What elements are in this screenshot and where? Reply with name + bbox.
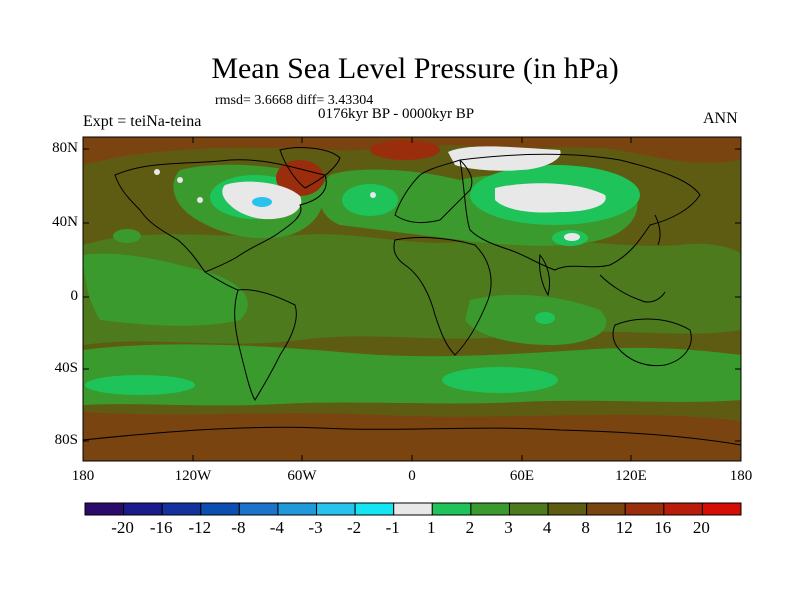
- colorbar-label: -2: [347, 518, 362, 537]
- colorbar-box: [84, 502, 125, 516]
- lat-label-80s: 80S: [54, 432, 78, 448]
- lon-label-0: 0: [408, 468, 416, 484]
- lon-ticks: [82, 137, 742, 461]
- lon-label-120w: 120W: [174, 468, 212, 484]
- lat-label-40s: 40S: [54, 360, 78, 376]
- asia-coast: [459, 153, 701, 271]
- colorbar-label: -3: [308, 518, 323, 537]
- siberia-white: [495, 183, 606, 213]
- colorbar-box: [393, 502, 433, 516]
- colorbar-label: -16: [149, 518, 173, 537]
- colorbar: [84, 502, 742, 516]
- ice-spot-2: [177, 177, 183, 183]
- ice-spot-3: [197, 197, 203, 203]
- greenland-red: [276, 160, 324, 196]
- season-label: ANN: [703, 110, 738, 127]
- sh-atlantic-bright: [442, 367, 558, 393]
- greenland-coast: [279, 147, 341, 189]
- colorbar-label: -1: [385, 518, 400, 537]
- india-coast: [539, 253, 551, 297]
- north-atlantic-bright: [342, 184, 398, 216]
- arctic-red: [370, 140, 440, 160]
- colorbar-box: [701, 502, 742, 516]
- sh-pacific-bright: [85, 375, 195, 395]
- south-america-coast: [234, 289, 297, 401]
- central-pacific-green: [83, 253, 248, 326]
- stats-label: rmsd= 3.6668 diff= 3.43304: [215, 93, 374, 108]
- indian-bright-spot: [535, 312, 555, 324]
- colorbar-label: 8: [581, 518, 590, 537]
- lon-label-180w: 180: [71, 468, 95, 484]
- fennoscandia-white: [448, 146, 561, 171]
- colorbar-label: 1: [427, 518, 436, 537]
- antarctica-coast: [82, 426, 742, 446]
- japan-coast: [654, 214, 661, 246]
- colorbar-label: 4: [542, 518, 552, 537]
- lon-label-60w: 60W: [287, 468, 317, 484]
- lon-label-180e: 180: [729, 468, 753, 484]
- colorbar-label: 3: [504, 518, 513, 537]
- lat-label-40n: 40N: [52, 214, 78, 230]
- lat-label-0: 0: [70, 288, 79, 304]
- colorbar-box: [508, 502, 549, 516]
- colorbar-box: [663, 502, 703, 516]
- colorbar-label: -20: [111, 518, 134, 537]
- africa-coast: [393, 237, 492, 356]
- lat-ticks: [83, 148, 741, 442]
- coastlines: [82, 147, 742, 446]
- colorbar-box: [624, 502, 665, 516]
- colorbar-label: 20: [692, 518, 710, 537]
- colorbar-label: -4: [269, 518, 284, 537]
- lon-label-120e: 120E: [615, 468, 647, 484]
- lon-label-60e: 60E: [509, 468, 535, 484]
- colorbar-box: [586, 502, 626, 516]
- central-america-coast: [204, 271, 239, 291]
- arctic-brown: [83, 137, 741, 165]
- hudson-cyan: [252, 197, 272, 207]
- australia-coast: [612, 318, 692, 367]
- colorbar-label: -12: [188, 518, 212, 537]
- colorbar-box: [200, 502, 240, 516]
- colorbar-box: [547, 502, 588, 516]
- colorbar-box: [161, 502, 202, 516]
- colorbar-box: [238, 502, 279, 516]
- colorbar-box: [316, 502, 356, 516]
- colorbar-box: [277, 502, 318, 516]
- colorbar-box: [470, 502, 510, 516]
- colorbar-box: [123, 502, 163, 516]
- north-america-coast: [114, 159, 327, 273]
- lat-label-80n: 80N: [52, 140, 78, 156]
- experiment-label: Expt = teiNa-teina: [83, 113, 202, 130]
- period-label: 0176kyr BP - 0000kyr BP: [318, 106, 475, 122]
- colorbar-box: [354, 502, 395, 516]
- colorbar-label: -8: [231, 518, 246, 537]
- antarctic-brown: [83, 412, 741, 461]
- colorbar-label: 16: [654, 518, 672, 537]
- colorbar-box: [431, 502, 472, 516]
- europe-coast: [394, 159, 473, 223]
- colorbar-label: 2: [465, 518, 475, 537]
- ice-spot-1: [154, 169, 160, 175]
- colorbar-label: 12: [615, 518, 633, 537]
- tibet-white: [564, 233, 580, 241]
- map-title: Mean Sea Level Pressure (in hPa): [211, 52, 619, 85]
- southeast-asia-coast: [599, 274, 666, 303]
- anomaly-field: [83, 137, 741, 461]
- pacific-bright-spot: [113, 229, 141, 243]
- ice-spot-4: [370, 192, 376, 198]
- southern-ocean-green: [83, 344, 741, 406]
